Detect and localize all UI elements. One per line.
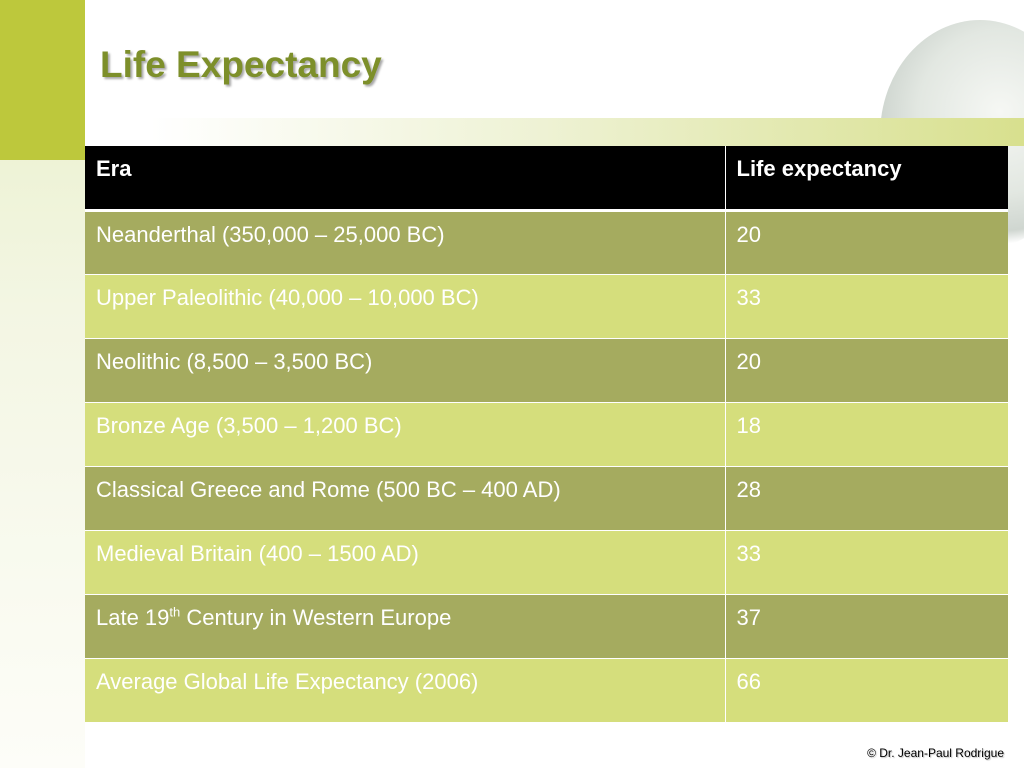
slide-title: Life Expectancy: [100, 44, 382, 85]
table-row: Late 19th Century in Western Europe 37: [85, 594, 1008, 658]
life-expectancy-cell: 20: [724, 210, 1008, 274]
life-expectancy-cell: 37: [724, 594, 1008, 658]
life-expectancy-cell: 33: [724, 530, 1008, 594]
era-superscript: th: [169, 604, 181, 620]
era-text-suffix: Century in Western Europe: [180, 604, 452, 630]
header-gradient-band: [150, 118, 1024, 146]
table-row: Upper Paleolithic (40,000 – 10,000 BC) 3…: [85, 274, 1008, 338]
life-expectancy-table: Era Life expectancy Neanderthal (350,000…: [85, 146, 1008, 723]
left-accent-block: [0, 0, 85, 160]
life-expectancy-cell: 18: [724, 402, 1008, 466]
table-row: Medieval Britain (400 – 1500 AD) 33: [85, 530, 1008, 594]
header-era: Era: [85, 146, 725, 212]
era-cell: Medieval Britain (400 – 1500 AD): [85, 530, 725, 594]
table-row: Neolithic (8,500 – 3,500 BC) 20: [85, 338, 1008, 402]
era-cell: Neolithic (8,500 – 3,500 BC): [85, 338, 725, 402]
era-cell: Upper Paleolithic (40,000 – 10,000 BC): [85, 274, 725, 338]
era-cell: Classical Greece and Rome (500 BC – 400 …: [85, 466, 725, 530]
table-row: Average Global Life Expectancy (2006) 66: [85, 658, 1008, 722]
table-row: Bronze Age (3,500 – 1,200 BC) 18: [85, 402, 1008, 466]
era-cell: Neanderthal (350,000 – 25,000 BC): [85, 210, 725, 274]
era-cell: Average Global Life Expectancy (2006): [85, 658, 725, 722]
era-cell: Bronze Age (3,500 – 1,200 BC): [85, 402, 725, 466]
era-text-prefix: Late 19: [96, 604, 170, 630]
life-expectancy-cell: 28: [724, 466, 1008, 530]
life-expectancy-cell: 66: [724, 658, 1008, 722]
life-expectancy-cell: 20: [724, 338, 1008, 402]
life-expectancy-cell: 33: [724, 274, 1008, 338]
era-cell: Late 19th Century in Western Europe: [85, 594, 725, 658]
table-row: Neanderthal (350,000 – 25,000 BC) 20: [85, 210, 1008, 274]
table-row: Classical Greece and Rome (500 BC – 400 …: [85, 466, 1008, 530]
table-header-row: Era Life expectancy: [85, 146, 1008, 212]
copyright-text: © Dr. Jean-Paul Rodrigue: [867, 746, 1004, 760]
header-life-expectancy: Life expectancy: [724, 146, 1008, 212]
